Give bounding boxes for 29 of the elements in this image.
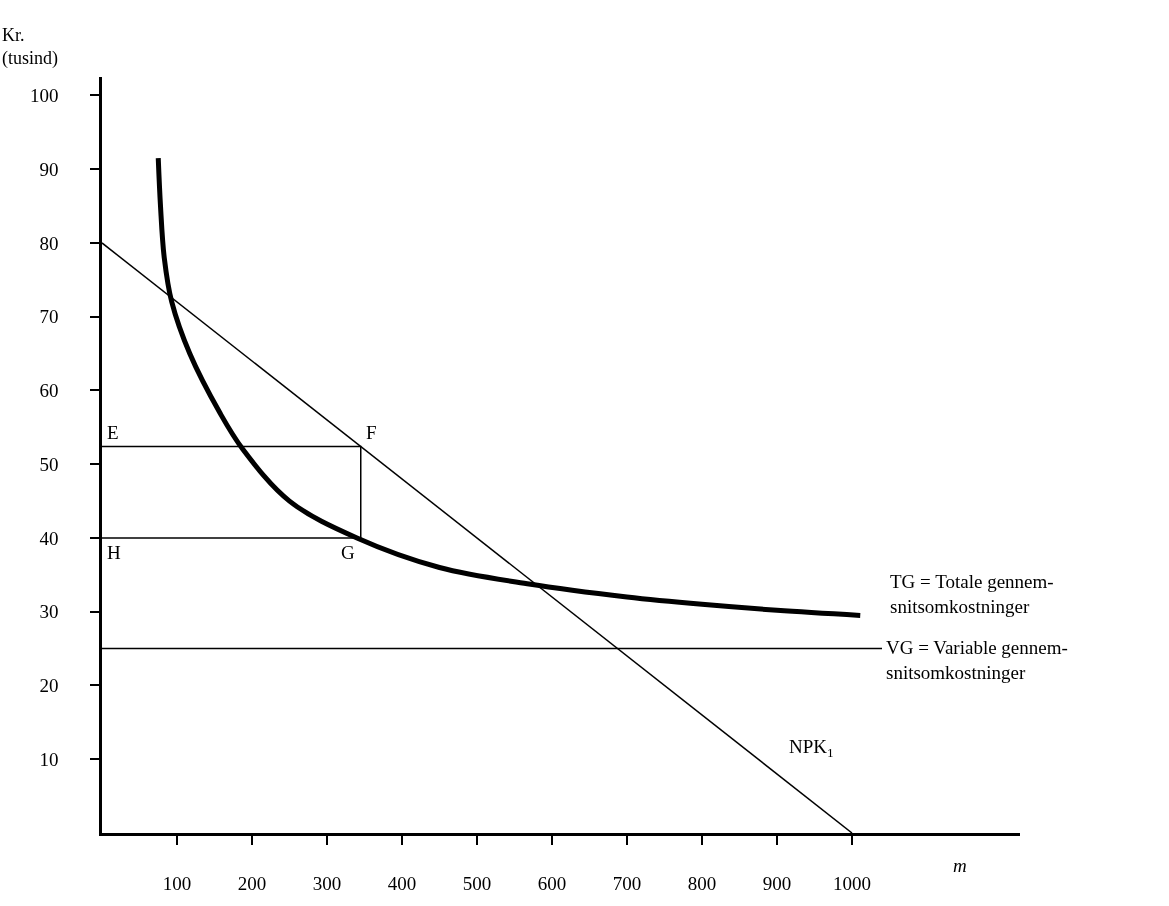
x-tick-label: 1000 <box>833 872 871 894</box>
x-tick-label: 300 <box>312 872 342 894</box>
y-tick-label: 30 <box>39 601 59 623</box>
y-tick-label: 80 <box>39 232 59 254</box>
y-tick-label: 10 <box>39 748 59 770</box>
annotation: NPK$_{1}$ <box>789 736 834 760</box>
x-tick-label: 700 <box>612 872 642 894</box>
y-tick-label: 70 <box>39 306 59 328</box>
y-axis-title: Kr. (tusind) <box>2 25 58 70</box>
annotation: E <box>107 422 119 443</box>
y-tick-label: 100 <box>29 85 59 107</box>
x-tick-label: 600 <box>537 872 567 894</box>
x-tick-label: 400 <box>387 872 417 894</box>
annotation: F <box>366 422 377 443</box>
x-tick-label: 500 <box>462 872 492 894</box>
annotation: H <box>107 542 121 563</box>
y-tick-label: 40 <box>39 527 59 549</box>
x-tick-label: 200 <box>237 872 267 894</box>
x-axis-title: m <box>953 855 967 876</box>
x-tick-label: 800 <box>687 872 717 894</box>
x-tick-label: 900 <box>762 872 792 894</box>
annotation: VG = Variable gennem- snitsomkostninger <box>886 637 1068 683</box>
y-tick-label: 20 <box>39 675 59 697</box>
y-tick-label: 50 <box>39 453 59 475</box>
annotation: TG = Totale gennem- snitsomkostninger <box>890 571 1054 617</box>
y-tick-label: 90 <box>39 158 59 180</box>
y-tick-label: 60 <box>39 380 59 402</box>
annotation: G <box>341 542 355 563</box>
x-tick-label: 100 <box>162 872 192 894</box>
